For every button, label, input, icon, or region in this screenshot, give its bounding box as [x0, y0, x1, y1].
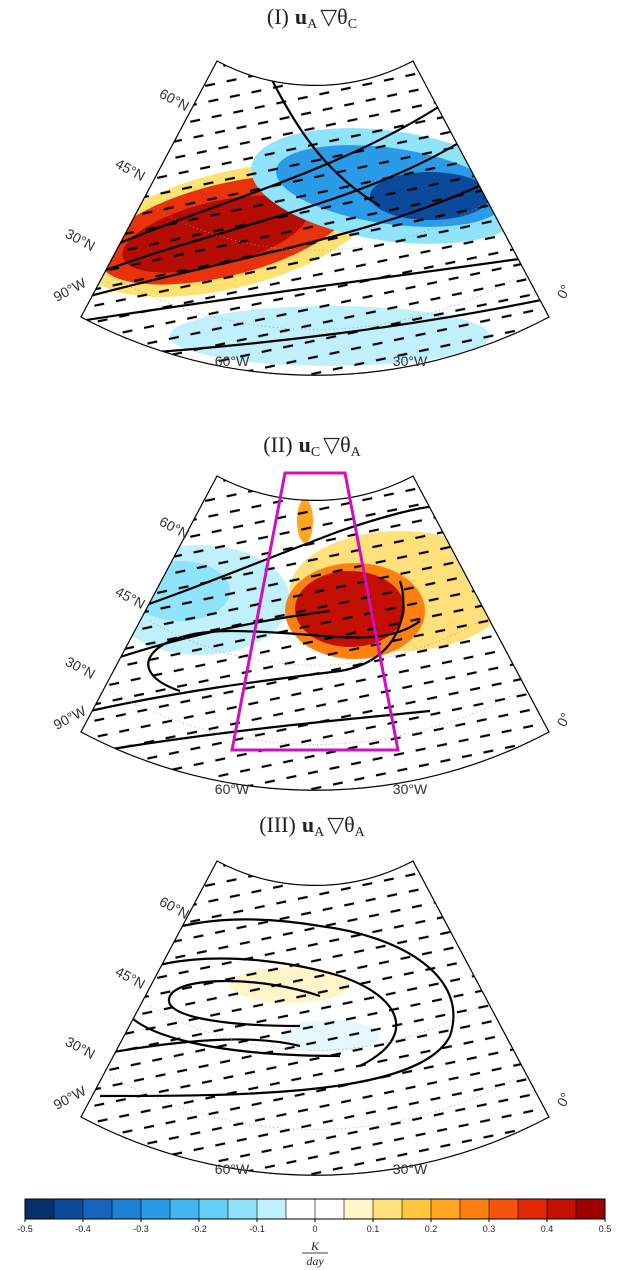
- title-vector: u: [299, 432, 311, 457]
- colorbar-tick-label: -0.5: [17, 1224, 33, 1234]
- title-vector: u: [295, 4, 307, 29]
- colorbar-swatch: [402, 1199, 431, 1219]
- title-subscript: A: [314, 825, 325, 840]
- longitude-label: 60°W: [215, 1161, 250, 1177]
- longitude-label: 90°W: [51, 1082, 90, 1113]
- title-operator: ▽θ: [327, 812, 354, 837]
- colorbar-swatch: [199, 1199, 228, 1219]
- colorbar-swatch: [25, 1199, 54, 1219]
- colorbar-tick-label: 0.2: [425, 1224, 438, 1234]
- title-prefix: (III): [259, 812, 296, 837]
- latitude-label: 45°N: [113, 963, 148, 992]
- colorbar-swatch: [112, 1199, 141, 1219]
- figure: (I)uA▽θC60°N45°N30°N90°W60°W30°W0°(II)uC…: [0, 0, 625, 1270]
- colorbar-tick-label: 0: [312, 1224, 317, 1234]
- title-subscript: A: [355, 825, 366, 840]
- panel-title: (I) uA▽θC: [267, 4, 357, 32]
- colorbar-swatch: [315, 1199, 344, 1219]
- colorbar-swatch: [576, 1199, 605, 1219]
- longitude-label: 0°: [553, 282, 573, 301]
- colorbar-tick-label: 0.1: [367, 1224, 380, 1234]
- latitude-label: 60°N: [157, 85, 192, 114]
- colorbar-swatch: [141, 1199, 170, 1219]
- colorbar-swatch: [170, 1199, 199, 1219]
- title-vector: u: [302, 812, 314, 837]
- colorbar-tick-label: 0.4: [541, 1224, 554, 1234]
- latitude-label: 30°N: [63, 225, 98, 254]
- colorbar-swatch: [54, 1199, 83, 1219]
- longitude-label: 60°W: [215, 781, 250, 797]
- colorbar-tick-label: -0.4: [75, 1224, 91, 1234]
- latitude-label: 30°N: [63, 653, 98, 682]
- title-prefix: (I): [267, 4, 289, 29]
- colorbar-swatch: [547, 1199, 576, 1219]
- longitude-label: 0°: [553, 1090, 573, 1109]
- title-operator: ▽θ: [323, 432, 350, 457]
- colorbar-tick-label: -0.3: [133, 1224, 149, 1234]
- colorbar-tick-label: 0.3: [483, 1224, 496, 1234]
- latitude-label: 30°N: [63, 1033, 98, 1062]
- title-subscript: A: [307, 17, 318, 32]
- colorbar-swatch: [460, 1199, 489, 1219]
- longitude-label: 0°: [553, 710, 573, 729]
- title-subscript: C: [311, 445, 320, 460]
- panel-title: (II) uC▽θA: [263, 432, 361, 460]
- colorbar-label-denominator: day: [306, 1254, 324, 1268]
- colorbar-tick-label: -0.1: [249, 1224, 265, 1234]
- colorbar-swatch: [83, 1199, 112, 1219]
- latitude-label: 45°N: [113, 583, 148, 612]
- longitude-label: 60°W: [215, 353, 250, 369]
- title-prefix: (II): [263, 432, 292, 457]
- title-operator: ▽θ: [320, 4, 347, 29]
- longitude-label: 90°W: [51, 274, 90, 305]
- longitude-label: 30°W: [393, 1161, 428, 1177]
- colorbar-swatch: [286, 1199, 315, 1219]
- longitude-label: 30°W: [393, 353, 428, 369]
- title-subscript: A: [351, 445, 362, 460]
- colorbar-tick-label: -0.2: [191, 1224, 207, 1234]
- latitude-label: 60°N: [157, 513, 192, 542]
- colorbar-swatch: [257, 1199, 286, 1219]
- title-subscript: C: [348, 17, 357, 32]
- colorbar-tick-label: 0.5: [599, 1224, 612, 1234]
- colorbar-swatch: [373, 1199, 402, 1219]
- colorbar-swatch: [518, 1199, 547, 1219]
- latitude-label: 45°N: [113, 155, 148, 184]
- colorbar-swatch: [431, 1199, 460, 1219]
- panel-title: (III)uA▽θA: [259, 812, 365, 840]
- latitude-label: 60°N: [157, 893, 192, 922]
- map-panel: [0, 0, 625, 396]
- longitude-label: 30°W: [393, 781, 428, 797]
- colorbar-swatch: [489, 1199, 518, 1219]
- colorbar-swatch: [228, 1199, 257, 1219]
- colorbar-label-numerator: K: [310, 1239, 320, 1253]
- colorbar-swatch: [344, 1199, 373, 1219]
